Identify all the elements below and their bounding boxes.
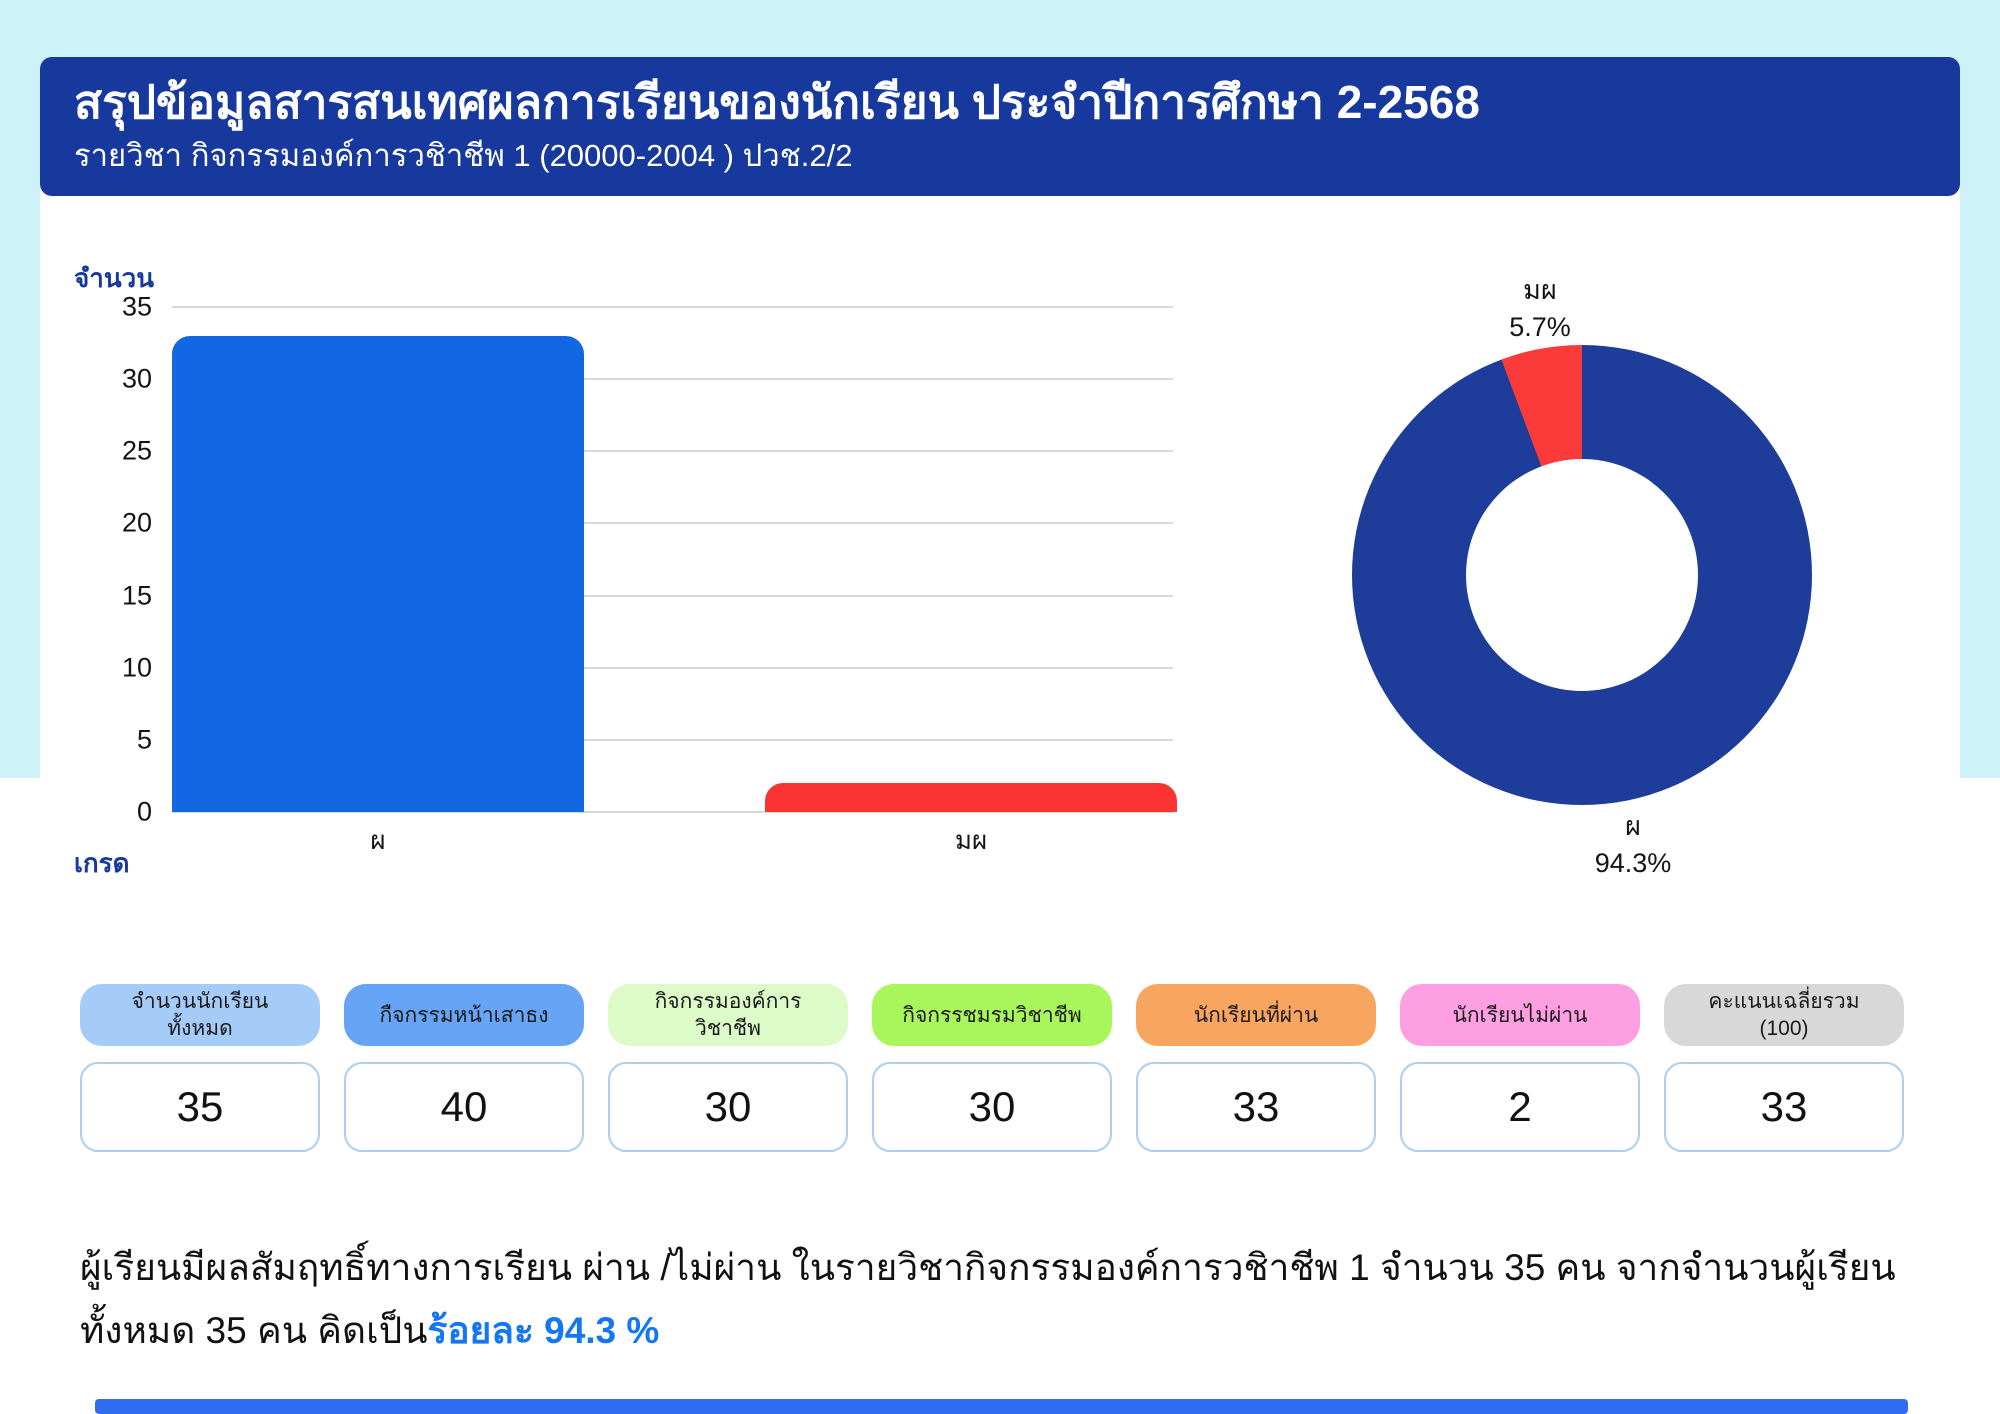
bar-ผ xyxy=(172,336,584,812)
y-tick-label: 5 xyxy=(136,724,152,755)
footer-strip xyxy=(95,1399,1908,1414)
stat-card-label: นักเรียนไม่ผ่าน xyxy=(1400,984,1640,1046)
y-tick-label: 0 xyxy=(136,796,152,827)
stat-card-label: กิจกรรชมรมวิชาชีพ xyxy=(872,984,1112,1046)
y-tick-label: 20 xyxy=(121,507,152,538)
stat-card: กืจกรรมหน้าเสาธง 40 xyxy=(344,984,584,1152)
stat-card: กิจกรรชมรมวิชาชีพ 30 xyxy=(872,984,1112,1152)
stat-card-label: คะแนนเฉลี่ยรวม (100) xyxy=(1664,984,1904,1046)
gridline xyxy=(172,594,1173,597)
gridline xyxy=(172,522,1173,525)
summary-text-highlight: ร้อยละ 94.3 % xyxy=(427,1310,660,1351)
bar-chart-y-axis-title: จำนวน xyxy=(74,263,154,293)
donut-label-pass: ผ 94.3% xyxy=(1594,811,1672,878)
y-tick-label: 10 xyxy=(121,652,152,683)
y-tick-label: 15 xyxy=(121,580,152,611)
stat-card-value: 35 xyxy=(80,1062,320,1152)
stat-card-value: 30 xyxy=(608,1062,848,1152)
y-tick-label: 25 xyxy=(121,435,152,466)
stat-card-label: นักเรียนที่ผ่าน xyxy=(1136,984,1376,1046)
stat-card: จำนวนนักเรียน ทั้งหมด 35 xyxy=(80,984,320,1152)
summary-text: ผู้เรียนมีผลสัมฤทธิ์ทางการเรียน ผ่าน /ไม… xyxy=(80,1236,1934,1362)
stat-card-value: 33 xyxy=(1136,1062,1376,1152)
page-title: สรุปข้อมูลสารสนเทศผลการเรียนของนักเรียน … xyxy=(74,76,1480,128)
stat-card-label: จำนวนนักเรียน ทั้งหมด xyxy=(80,984,320,1046)
stat-card-value: 2 xyxy=(1400,1062,1640,1152)
stat-card-value: 33 xyxy=(1664,1062,1904,1152)
stat-card: คะแนนเฉลี่ยรวม (100) 33 xyxy=(1664,984,1904,1152)
gridline xyxy=(172,450,1173,453)
donut-chart xyxy=(1352,345,1812,805)
stat-card: นักเรียนไม่ผ่าน 2 xyxy=(1400,984,1640,1152)
bar-มผ xyxy=(765,783,1177,812)
gridline xyxy=(172,738,1173,741)
x-category-label: ผ xyxy=(370,825,386,855)
donut-hole xyxy=(1466,459,1698,691)
gridline xyxy=(172,306,1173,308)
gridline xyxy=(172,378,1173,381)
stat-card: นักเรียนที่ผ่าน 33 xyxy=(1136,984,1376,1152)
page-subtitle: รายวิชา กิจกรรมองค์การวชิาชีพ 1 (20000-2… xyxy=(74,138,853,173)
stat-card-label: กิจกรรมองค์การ วิชาชีพ xyxy=(608,984,848,1046)
y-tick-label: 35 xyxy=(121,291,152,322)
stat-card-value: 30 xyxy=(872,1062,1112,1152)
report-header: สรุปข้อมูลสารสนเทศผลการเรียนของนักเรียน … xyxy=(40,57,1960,196)
summary-text-plain: ผู้เรียนมีผลสัมฤทธิ์ทางการเรียน ผ่าน /ไม… xyxy=(80,1247,1896,1351)
bar-chart-x-axis-title: เกรด xyxy=(74,848,130,878)
donut-label-fail: มผ 5.7% xyxy=(1509,275,1571,342)
stat-card: กิจกรรมองค์การ วิชาชีพ 30 xyxy=(608,984,848,1152)
gridline xyxy=(172,666,1173,669)
stat-card-value: 40 xyxy=(344,1062,584,1152)
stat-card-label: กืจกรรมหน้าเสาธง xyxy=(344,984,584,1046)
x-category-label: มผ xyxy=(954,825,988,855)
y-tick-label: 30 xyxy=(121,363,152,394)
gridline xyxy=(172,811,1173,813)
